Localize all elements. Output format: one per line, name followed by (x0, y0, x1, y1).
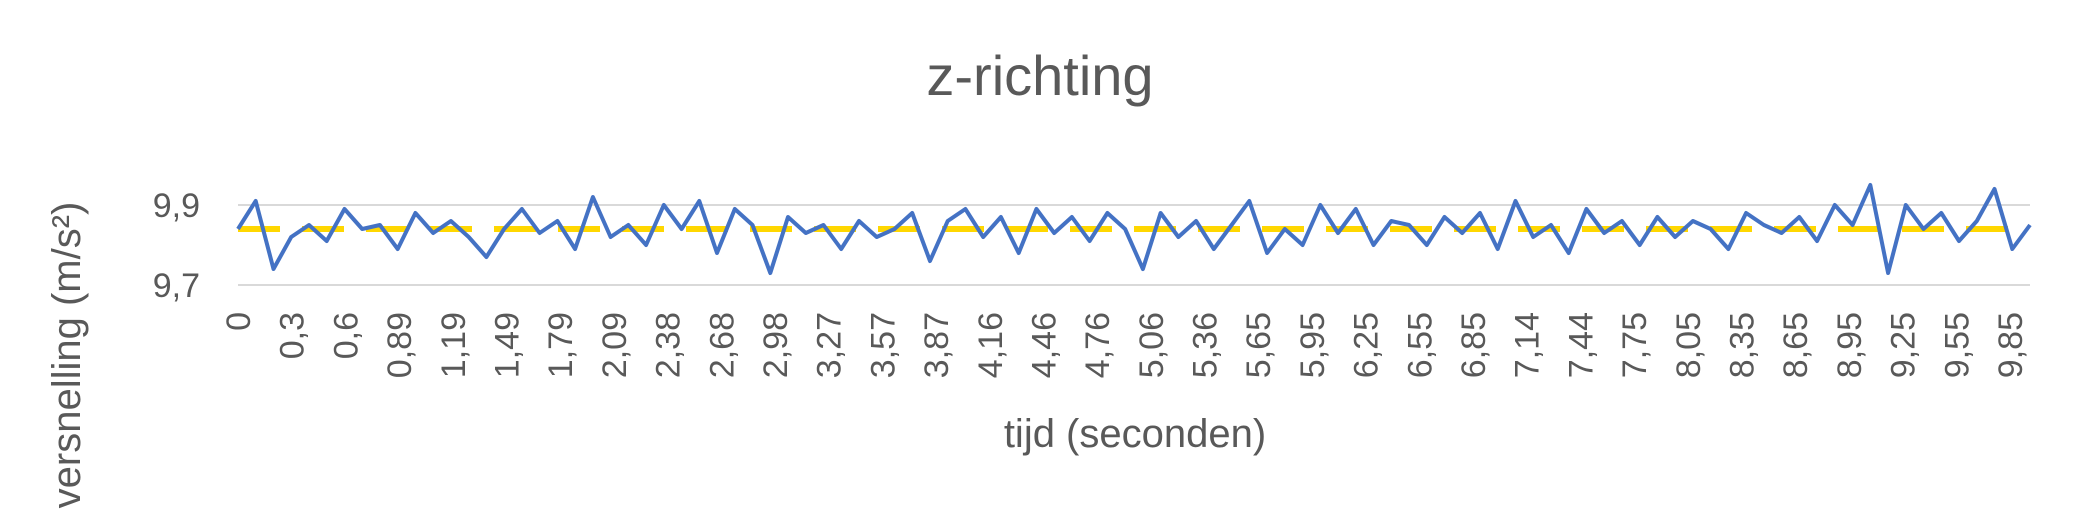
y-axis: 9,7 9,9 (153, 187, 200, 305)
x-tick-label: 2,38 (650, 312, 688, 378)
plot-area (236, 183, 2032, 286)
y-tick-label: 9,9 (153, 187, 200, 225)
x-tick-label: 4,46 (1025, 312, 1063, 378)
x-tick-label: 8,05 (1670, 312, 1708, 378)
x-tick-label: 9,25 (1885, 312, 1923, 378)
x-tick-label: 6,85 (1455, 312, 1493, 378)
x-tick-label: 8,65 (1777, 312, 1815, 378)
x-tick-label: 8,35 (1724, 312, 1762, 378)
x-tick-label: 2,09 (596, 312, 634, 378)
x-tick-label: 6,55 (1401, 312, 1439, 378)
x-tick-label: 0 (220, 312, 258, 331)
x-tick-label: 8,95 (1831, 312, 1869, 378)
x-tick-label: 5,36 (1187, 312, 1225, 378)
x-tick-label: 2,98 (757, 312, 795, 378)
x-tick-label: 5,06 (1133, 312, 1171, 378)
x-tick-label: 3,87 (918, 312, 956, 378)
x-tick-label: 3,57 (864, 312, 902, 378)
chart-title: z-richting (926, 44, 1153, 107)
x-tick-label: 4,76 (1079, 312, 1117, 378)
x-tick-label: 1,49 (488, 312, 526, 378)
x-tick-label: 0,6 (327, 312, 365, 359)
x-tick-label: 1,79 (542, 312, 580, 378)
x-tick-label: 3,27 (811, 312, 849, 378)
x-tick-label: 0,3 (274, 312, 312, 359)
x-axis-label: tijd (seconden) (1004, 412, 1266, 456)
x-tick-label: 9,85 (1992, 312, 2030, 378)
x-tick-label: 0,89 (381, 312, 419, 378)
measured-series-line (236, 183, 2032, 275)
measured-line (236, 183, 2032, 275)
x-tick-label: 7,14 (1509, 312, 1547, 378)
x-tick-label: 9,55 (1938, 312, 1976, 378)
x-tick-label: 7,44 (1562, 312, 1600, 378)
x-tick-label: 5,95 (1294, 312, 1332, 378)
x-tick-label: 1,19 (435, 312, 473, 378)
x-tick-label: 5,65 (1240, 312, 1278, 378)
gridlines (238, 204, 2030, 286)
y-axis-label: versnelling (m/s²) (45, 202, 89, 509)
x-tick-label: 4,16 (972, 312, 1010, 378)
y-tick-label: 9,7 (153, 267, 200, 305)
x-tick-label: 7,75 (1616, 312, 1654, 378)
x-axis: 0 0,3 0,6 0,89 1,19 1,49 1,79 2,09 2,38 2,68 2,98 3… (220, 312, 2030, 378)
x-tick-label: 2,68 (703, 312, 741, 378)
x-tick-label: 6,25 (1348, 312, 1386, 378)
